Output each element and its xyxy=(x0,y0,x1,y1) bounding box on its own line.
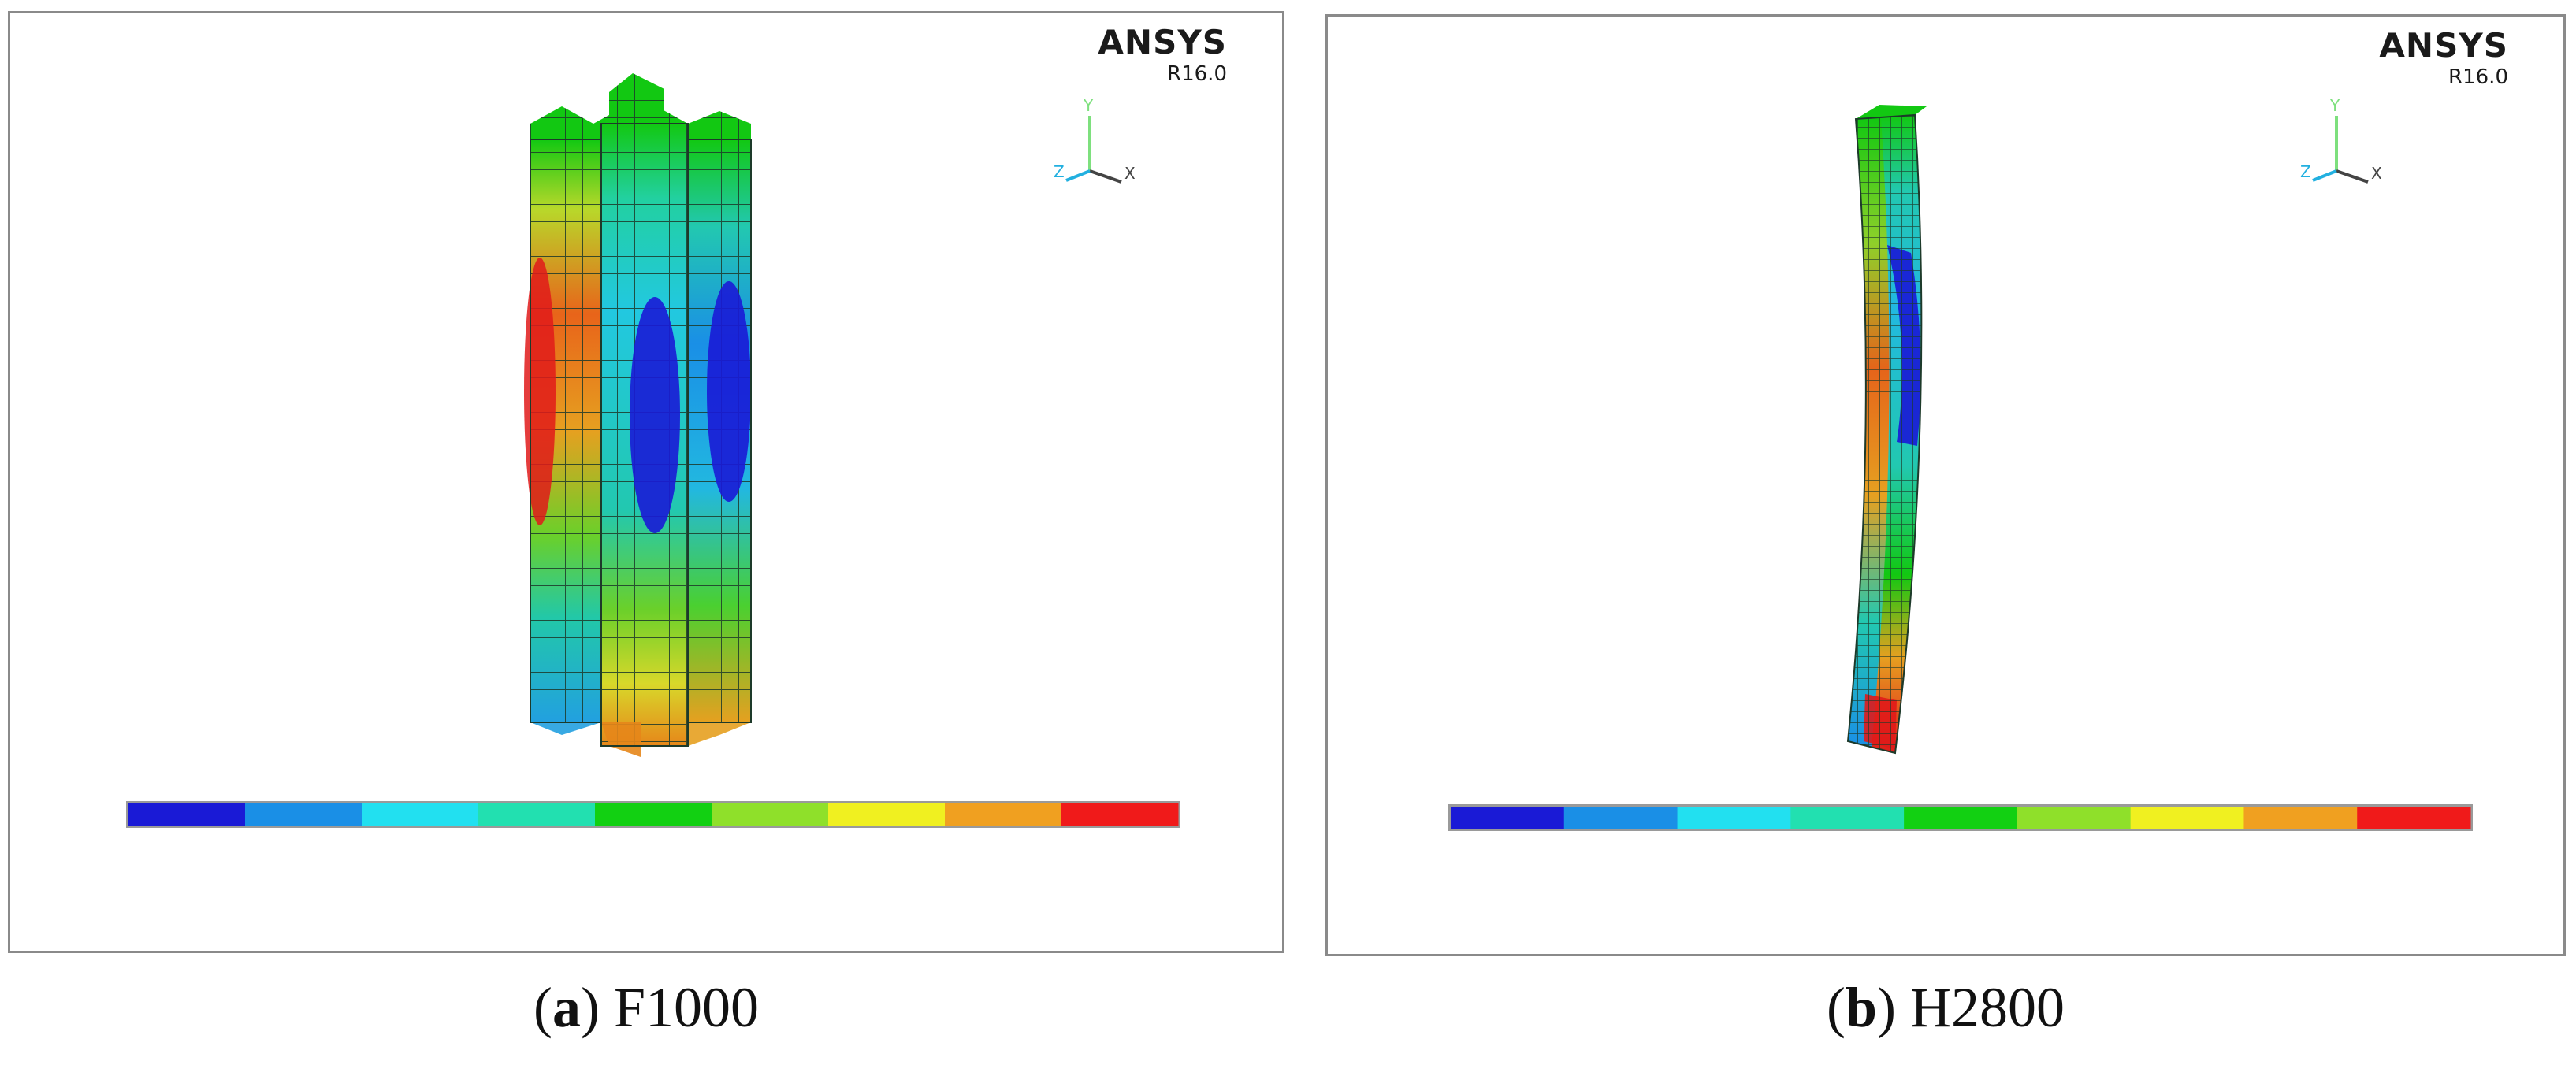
legend-swatch xyxy=(2130,807,2244,829)
column-model-b xyxy=(1846,105,1927,755)
legend-swatch xyxy=(1563,807,1678,829)
caption-letter: b xyxy=(1845,976,1878,1039)
caption-open-paren: ( xyxy=(1826,976,1846,1039)
legend-swatch xyxy=(1790,807,1905,829)
axis-z-label: Z xyxy=(1054,162,1065,181)
contour-legend-bar-b xyxy=(1448,804,2473,831)
brand-name: ANSYS xyxy=(2379,26,2508,65)
caption-label: F1000 xyxy=(613,976,759,1039)
axis-z-label: Z xyxy=(2300,162,2311,181)
fea-viewport-a: Y X Z xyxy=(126,73,1180,828)
caption-letter: a xyxy=(552,976,581,1039)
legend-swatch xyxy=(478,803,596,826)
contour-plot-panel-a: Y X Z ANSYS R16.0 xyxy=(8,11,1284,953)
legend-swatch xyxy=(828,803,946,826)
legend-swatch xyxy=(945,803,1062,826)
caption-label: H2800 xyxy=(1910,976,2065,1039)
caption-close-paren: ) xyxy=(580,976,614,1039)
legend-swatch xyxy=(2357,807,2471,829)
legend-swatch xyxy=(128,803,246,826)
software-version: R16.0 xyxy=(1167,62,1227,86)
legend-swatch xyxy=(1451,807,1565,829)
legend-swatch xyxy=(2017,807,2132,829)
axis-y-label: Y xyxy=(2329,96,2340,115)
brand-logo-a: ANSYS R16.0 xyxy=(1098,23,1227,86)
caption-a: (a) F1000 xyxy=(8,975,1284,1046)
legend-swatch xyxy=(2243,807,2358,829)
legend-swatch xyxy=(1061,803,1179,826)
legend-swatch xyxy=(245,803,362,826)
contour-legend-bar-a xyxy=(126,801,1180,828)
legend-swatch xyxy=(1904,807,2018,829)
axis-x-label: X xyxy=(2371,164,2382,183)
brand-name: ANSYS xyxy=(1098,23,1227,61)
legend-swatch xyxy=(362,803,479,826)
axis-triad-b: Y X Z xyxy=(2300,96,2382,184)
caption-close-paren: ) xyxy=(1877,976,1910,1039)
software-version: R16.0 xyxy=(2448,65,2508,89)
contour-plot-panel-b: Y X Z ANSYS R16.0 xyxy=(1325,14,2566,956)
axis-triad-a: Y X Z xyxy=(1054,96,1136,184)
caption-b: (b) H2800 xyxy=(1325,975,2566,1046)
legend-swatch xyxy=(712,803,829,826)
caption-open-paren: ( xyxy=(533,976,552,1039)
axis-y-label: Y xyxy=(1083,96,1094,115)
column-model-a xyxy=(524,73,752,757)
fea-viewport-b: Y X Z xyxy=(1448,96,2473,831)
axis-x-label: X xyxy=(1124,164,1136,183)
brand-logo-b: ANSYS R16.0 xyxy=(2379,26,2508,89)
legend-swatch xyxy=(1677,807,1791,829)
legend-swatch xyxy=(595,803,712,826)
